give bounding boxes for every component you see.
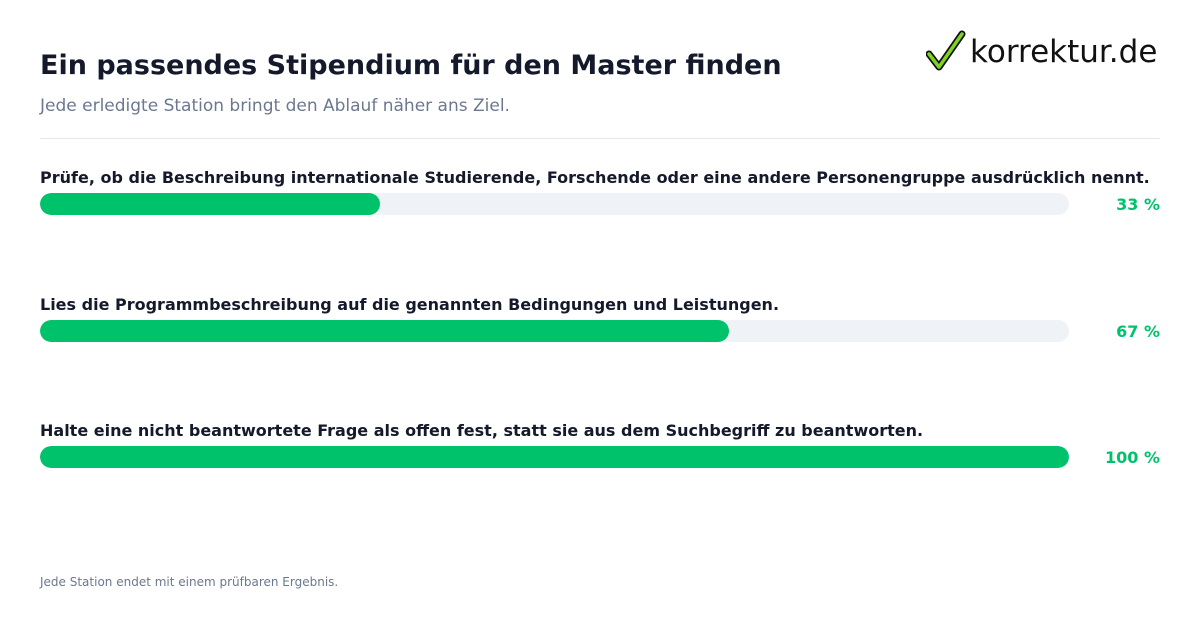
brand-logo: korrektur.de (926, 30, 1166, 74)
progress-value-label: 67 % (1116, 322, 1160, 341)
station-label: Halte eine nicht beantwortete Frage als … (40, 421, 924, 440)
station-label: Lies die Programmbeschreibung auf die ge… (40, 295, 780, 314)
progress-fill (40, 446, 1069, 468)
progress-value-label: 100 % (1105, 448, 1160, 467)
progress-track (40, 193, 1069, 215)
page-title: Ein passendes Stipendium für den Master … (40, 50, 782, 81)
header-divider (40, 138, 1160, 139)
checkmark-icon (926, 30, 966, 71)
footnote: Jede Station endet mit einem prüfbaren E… (40, 575, 339, 589)
progress-track (40, 320, 1069, 342)
progress-fill (40, 320, 730, 342)
progress-fill (40, 193, 380, 215)
page-subtitle: Jede erledigte Station bringt den Ablauf… (40, 96, 510, 116)
station-row: Lies die Programmbeschreibung auf die ge… (40, 295, 1160, 355)
station-row: Halte eine nicht beantwortete Frage als … (40, 421, 1160, 481)
brand-name: korrektur.de (970, 34, 1158, 70)
station-label: Prüfe, ob die Beschreibung international… (40, 168, 1150, 187)
progress-track (40, 446, 1069, 468)
progress-value-label: 33 % (1116, 195, 1160, 214)
station-row: Prüfe, ob die Beschreibung international… (40, 168, 1160, 228)
